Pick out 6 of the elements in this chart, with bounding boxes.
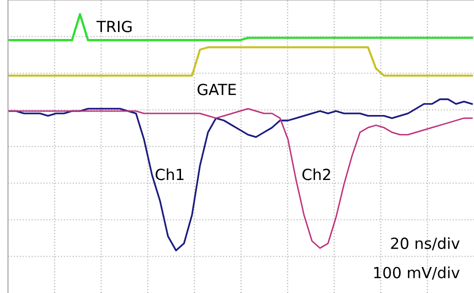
series-label: GATE [198,84,236,96]
series-label: Ch2 [302,168,330,180]
series-label: Ch1 [156,168,184,180]
text: 100 mV/div [374,266,460,280]
series-label: TRIG [96,20,132,32]
annotation: 20 ns/div [391,237,460,250]
